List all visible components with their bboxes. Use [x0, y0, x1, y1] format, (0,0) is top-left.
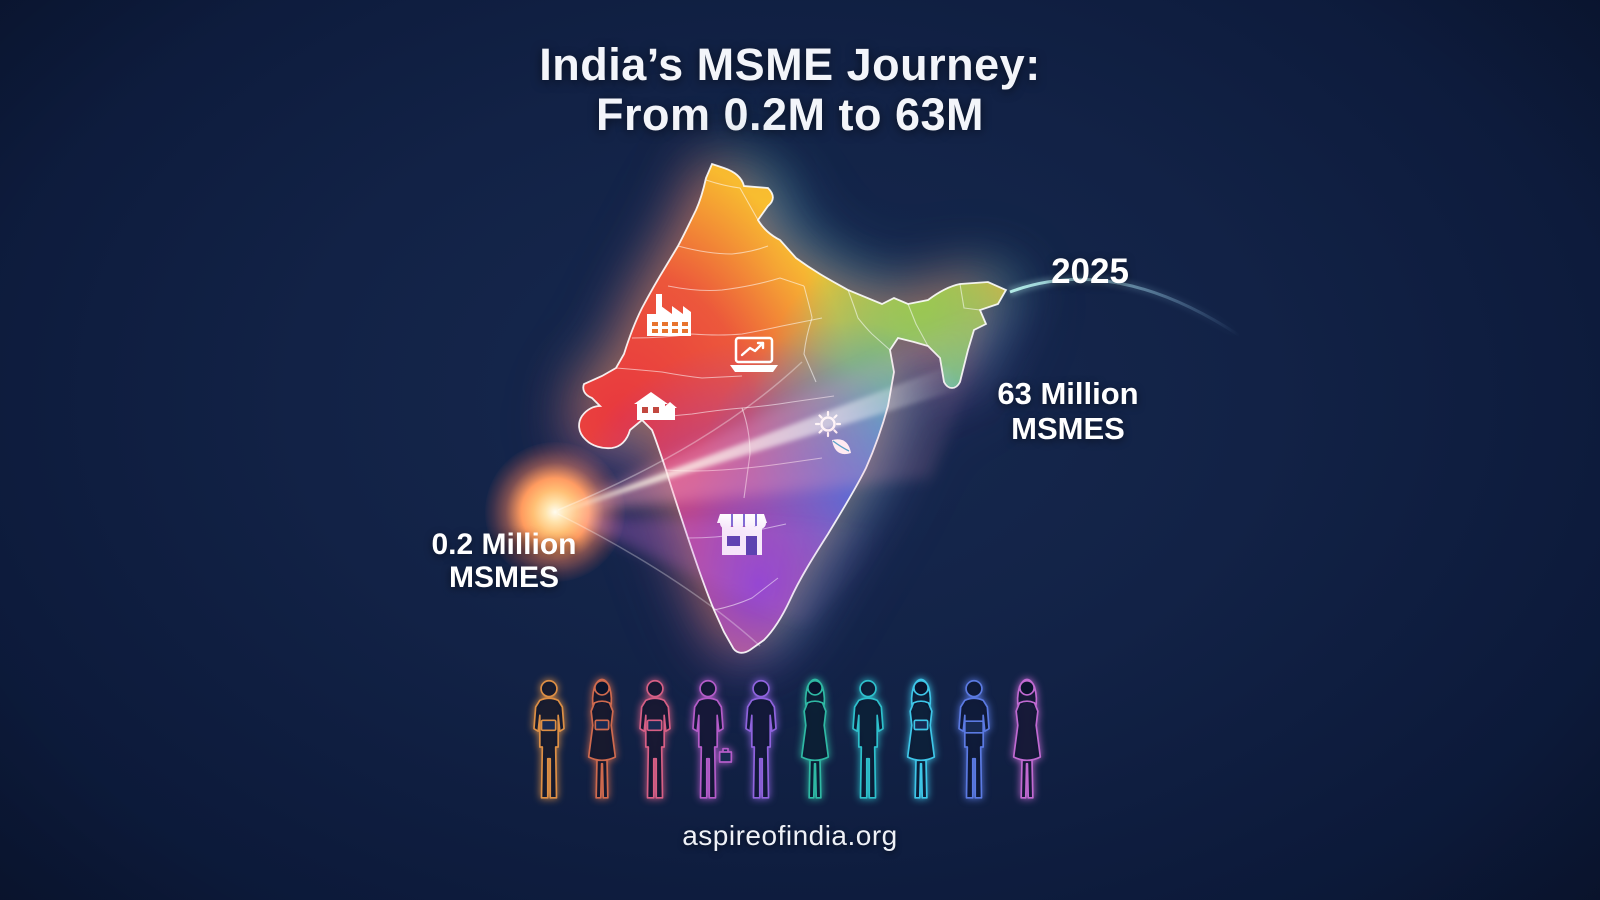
end-stat-value: 63 Million [997, 376, 1139, 411]
person-silhouette-female [800, 678, 829, 799]
person-silhouette-male [692, 679, 733, 799]
person-silhouette-male [851, 679, 884, 799]
page-title: India’s MSME Journey: From 0.2M to 63M [0, 40, 1580, 140]
year-label: 2025 [1051, 252, 1129, 291]
person-silhouette-male [958, 679, 990, 799]
storefront-icon [717, 514, 767, 555]
start-stat-unit: MSMES [448, 561, 559, 594]
india-map [572, 158, 1016, 655]
person-silhouette-male [745, 679, 778, 799]
origin-glow-dot [485, 442, 625, 582]
person-silhouette-female [587, 678, 617, 799]
start-stat-value: 0.2 Million [431, 528, 577, 561]
title-line-2: From 0.2M to 63M [595, 89, 985, 140]
end-stat: 63 Million MSMES [966, 376, 1170, 446]
website-url: aspireofindia.org [682, 820, 898, 851]
person-silhouette-male [639, 679, 672, 799]
title-line-1: India’s MSME Journey: [539, 39, 1041, 90]
start-stat: 0.2 Million MSMES [402, 528, 606, 594]
end-stat-unit: MSMES [1011, 411, 1125, 446]
person-silhouette-female [906, 678, 935, 799]
person-silhouette-female [1012, 678, 1042, 799]
people-row [524, 668, 1052, 808]
person-silhouette-male [533, 679, 565, 799]
